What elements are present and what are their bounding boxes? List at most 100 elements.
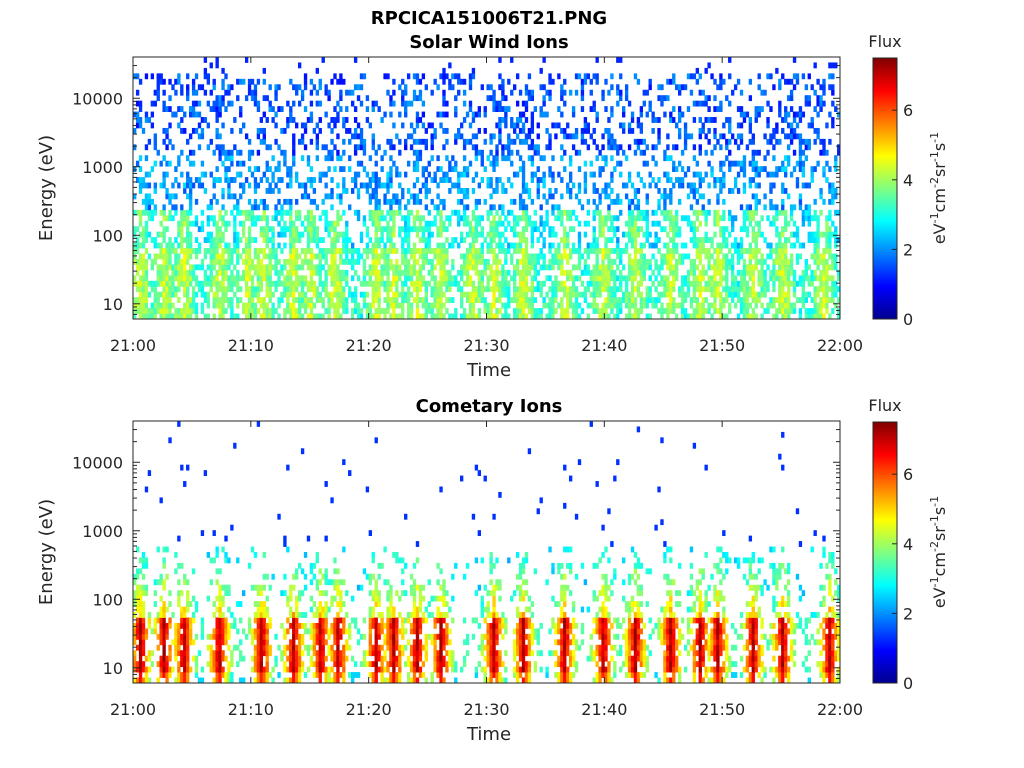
heatmap-cell xyxy=(716,215,720,222)
heatmap-cell xyxy=(318,297,322,304)
heatmap-cell xyxy=(345,242,349,249)
heatmap-cell xyxy=(645,198,649,205)
heatmap-cell xyxy=(751,237,755,243)
heatmap-cell xyxy=(645,144,649,151)
heatmap-cell xyxy=(412,160,417,167)
heatmap-cell xyxy=(280,149,284,156)
heatmap-cell xyxy=(784,117,788,123)
heatmap-cell xyxy=(530,302,535,309)
heatmap-cell xyxy=(415,215,420,222)
heatmap-cell xyxy=(206,215,210,222)
heatmap-cell xyxy=(728,258,732,265)
heatmap-cell xyxy=(613,198,617,205)
heatmap-cell xyxy=(392,269,396,276)
heatmap-cell xyxy=(719,258,723,265)
heatmap-cell xyxy=(504,302,508,309)
heatmap-cell xyxy=(156,84,160,91)
heatmap-cell xyxy=(548,308,552,314)
heatmap-cell xyxy=(725,253,729,260)
heatmap-cell xyxy=(168,308,172,314)
heatmap-cell xyxy=(292,84,296,91)
heatmap-cell xyxy=(786,297,791,304)
heatmap-cell xyxy=(268,297,272,304)
heatmap-cell xyxy=(392,198,396,205)
heatmap-cell xyxy=(518,313,523,319)
heatmap-cell xyxy=(804,215,808,222)
heatmap-cell xyxy=(710,117,714,123)
heatmap-cell xyxy=(695,78,699,85)
heatmap-cell xyxy=(825,160,829,167)
heatmap-cell xyxy=(395,166,399,173)
heatmap-cell xyxy=(492,291,496,298)
heatmap-cell xyxy=(324,182,328,189)
heatmap-cell xyxy=(247,209,252,216)
heatmap-cell xyxy=(359,182,364,189)
heatmap-cell xyxy=(551,242,555,249)
heatmap-cell xyxy=(689,182,694,189)
heatmap-cell xyxy=(501,264,505,271)
heatmap-cell xyxy=(162,209,166,216)
heatmap-cell xyxy=(448,160,452,167)
heatmap-cell xyxy=(666,291,670,298)
heatmap-cell xyxy=(619,144,623,151)
heatmap-cell xyxy=(754,297,758,304)
heatmap-cell xyxy=(250,297,255,304)
heatmap-cell xyxy=(133,209,137,216)
heatmap-cell xyxy=(345,308,349,314)
heatmap-cell xyxy=(804,138,808,145)
heatmap-cell xyxy=(409,253,414,260)
heatmap-cell xyxy=(462,144,467,151)
heatmap-cell xyxy=(236,286,240,293)
heatmap-cell xyxy=(135,100,140,107)
heatmap-cell xyxy=(548,73,552,80)
heatmap-cell xyxy=(327,226,331,233)
heatmap-cell xyxy=(583,171,588,178)
heatmap-cell xyxy=(268,248,272,254)
heatmap-cell xyxy=(563,89,567,96)
heatmap-cell xyxy=(677,182,682,189)
heatmap-cell xyxy=(215,275,219,282)
heatmap-cell xyxy=(819,286,823,293)
heatmap-cell xyxy=(601,220,605,227)
heatmap-cell xyxy=(489,95,493,102)
heatmap-cell xyxy=(459,215,464,222)
heatmap-cell xyxy=(616,248,620,254)
heatmap-cell xyxy=(386,220,390,227)
heatmap-cell xyxy=(566,286,570,293)
heatmap-cell xyxy=(471,133,476,140)
heatmap-cell xyxy=(439,269,443,276)
heatmap-cell xyxy=(601,95,605,102)
heatmap-cell xyxy=(704,220,708,227)
heatmap-cell xyxy=(515,286,520,293)
heatmap-cell xyxy=(515,297,520,304)
heatmap-cell xyxy=(171,291,175,298)
heatmap-cell xyxy=(713,286,717,293)
heatmap-cell xyxy=(795,122,800,129)
heatmap-cell xyxy=(171,286,175,293)
heatmap-cell xyxy=(386,89,390,96)
heatmap-cell xyxy=(630,269,635,276)
heatmap-cell xyxy=(256,248,261,254)
heatmap-cell xyxy=(239,237,243,243)
heatmap-cell xyxy=(698,100,702,107)
heatmap-cell xyxy=(374,253,378,260)
heatmap-cell xyxy=(244,242,249,249)
heatmap-cell xyxy=(651,155,655,162)
heatmap-cell xyxy=(203,117,208,123)
heatmap-cell xyxy=(781,127,785,134)
heatmap-cell xyxy=(786,220,791,227)
heatmap-cell xyxy=(156,297,160,304)
heatmap-cell xyxy=(406,248,411,254)
heatmap-cell xyxy=(377,209,381,216)
y-tick-label: 100 xyxy=(92,226,123,245)
heatmap-cell xyxy=(619,275,623,282)
heatmap-cell xyxy=(616,253,620,260)
heatmap-cell xyxy=(627,264,632,271)
heatmap-cell xyxy=(262,198,266,205)
heatmap-cell xyxy=(242,78,246,85)
heatmap-cell xyxy=(303,275,308,282)
heatmap-cell xyxy=(742,188,747,194)
heatmap-cell xyxy=(527,133,532,140)
x-tick-labels-solar-wind: 21:00 21:10 21:20 21:30 21:40 21:50 22:0… xyxy=(110,336,863,355)
heatmap-cell xyxy=(133,111,137,118)
